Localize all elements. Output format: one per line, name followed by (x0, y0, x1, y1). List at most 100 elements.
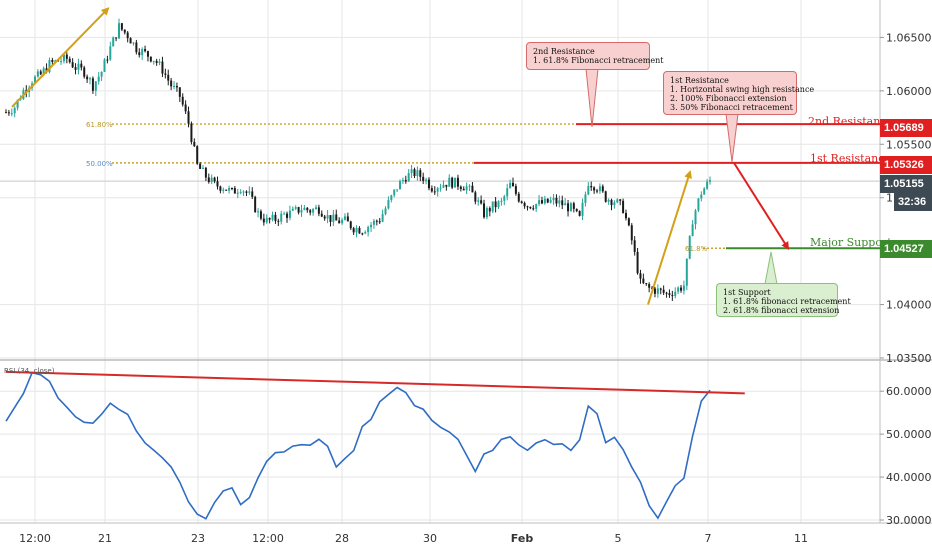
candle-body (230, 187, 233, 189)
candle-body (262, 218, 265, 223)
candle-body (471, 185, 474, 193)
candle-body (126, 32, 129, 39)
candle-body (433, 191, 436, 193)
time-axis-label: 23 (191, 532, 205, 545)
candle-body (332, 214, 335, 222)
candle-body (622, 200, 625, 213)
candle-body (616, 199, 619, 203)
candle-body (152, 60, 155, 62)
candle-body (62, 54, 65, 62)
price-axis-label: 1.05500 (886, 138, 932, 151)
candle-body (703, 188, 706, 195)
candle-body (216, 181, 219, 187)
candle-body (601, 186, 604, 192)
candle-body (419, 170, 422, 177)
candle-body (668, 293, 671, 296)
candle-body (485, 208, 488, 218)
candle-body (396, 189, 399, 191)
candle-body (517, 193, 520, 202)
impulse-arrow (647, 170, 693, 305)
candle-body (572, 203, 575, 209)
candle-body (196, 146, 199, 164)
callout-title: 1st Resistance (670, 76, 729, 85)
candle-body (662, 289, 665, 293)
time-axis-label: 21 (98, 532, 112, 545)
candle-body (645, 283, 648, 285)
candle-body (100, 71, 103, 77)
candle-body (674, 291, 677, 297)
candle-body (430, 188, 433, 192)
candle-body (540, 200, 543, 204)
candle-body (680, 287, 683, 291)
candle-body (706, 181, 709, 189)
candle-body (323, 216, 326, 219)
candle-body (86, 76, 89, 80)
candle-body (343, 216, 346, 220)
candle-body (286, 213, 289, 218)
candle-body (74, 67, 77, 70)
candle-body (442, 184, 445, 188)
time-axis-label: 30 (423, 532, 437, 545)
candle-body (288, 210, 291, 218)
candle-body (294, 207, 297, 209)
candle-body (207, 177, 210, 183)
candle-body (506, 188, 509, 197)
candle-body (474, 192, 477, 202)
candle-body (135, 42, 138, 53)
candle-body (242, 191, 245, 193)
candle-body (36, 71, 39, 77)
candle-body (265, 218, 268, 223)
second-resistance-price-tag: 1.05689 (880, 119, 932, 137)
candle-body (375, 220, 378, 222)
candle-body (193, 141, 196, 147)
candle-body (167, 74, 170, 81)
candle-body (567, 203, 570, 212)
candle-body (219, 186, 222, 191)
callout-line: 1. 61.8% fibonacci retracement (723, 297, 851, 306)
candle-body (436, 188, 439, 192)
candle-body (500, 200, 503, 202)
candle-body (535, 204, 538, 209)
callout-title: 1st Support (723, 288, 771, 297)
candle-body (210, 177, 213, 183)
candle-body (355, 227, 358, 233)
candle-body (48, 60, 51, 73)
rsi-axis-label: 50.0000 (886, 428, 932, 441)
candle-body (459, 186, 462, 189)
candle-body (691, 224, 694, 237)
candle-body (532, 208, 535, 210)
candle-body (538, 200, 541, 205)
candle-body (624, 212, 627, 219)
candle-body (564, 203, 567, 206)
candle-body (596, 190, 599, 192)
candle-body (578, 211, 581, 216)
rsi-line (5, 371, 711, 520)
candle-body (94, 81, 97, 91)
candle-body (581, 202, 584, 216)
fib-500-label: 50.00% (86, 160, 113, 168)
candle-body (132, 42, 135, 44)
candle-body (129, 38, 132, 44)
candle-body (309, 210, 312, 213)
candle-body (65, 54, 68, 59)
candle-body (352, 228, 355, 233)
candle-body (425, 179, 428, 181)
candle-body (390, 195, 393, 201)
first-resistance-price-tag: 1.05326 (880, 156, 932, 174)
candle-body (300, 210, 303, 213)
candle-body (448, 177, 451, 187)
candle-body (488, 208, 491, 212)
uptrend-arrow (11, 7, 110, 108)
candle-body (181, 96, 184, 105)
second-resistance-callout: 2nd Resistance 1. 61.8% Fibonacci retrac… (526, 42, 663, 70)
candle-body (569, 203, 572, 212)
price-axis-label: 1.03500 (886, 352, 932, 365)
candle-body (381, 214, 384, 222)
candle-body (372, 220, 375, 225)
candle-body (89, 78, 92, 80)
candle-body (338, 220, 341, 224)
candle-body (271, 214, 274, 220)
candle-body (558, 200, 561, 204)
